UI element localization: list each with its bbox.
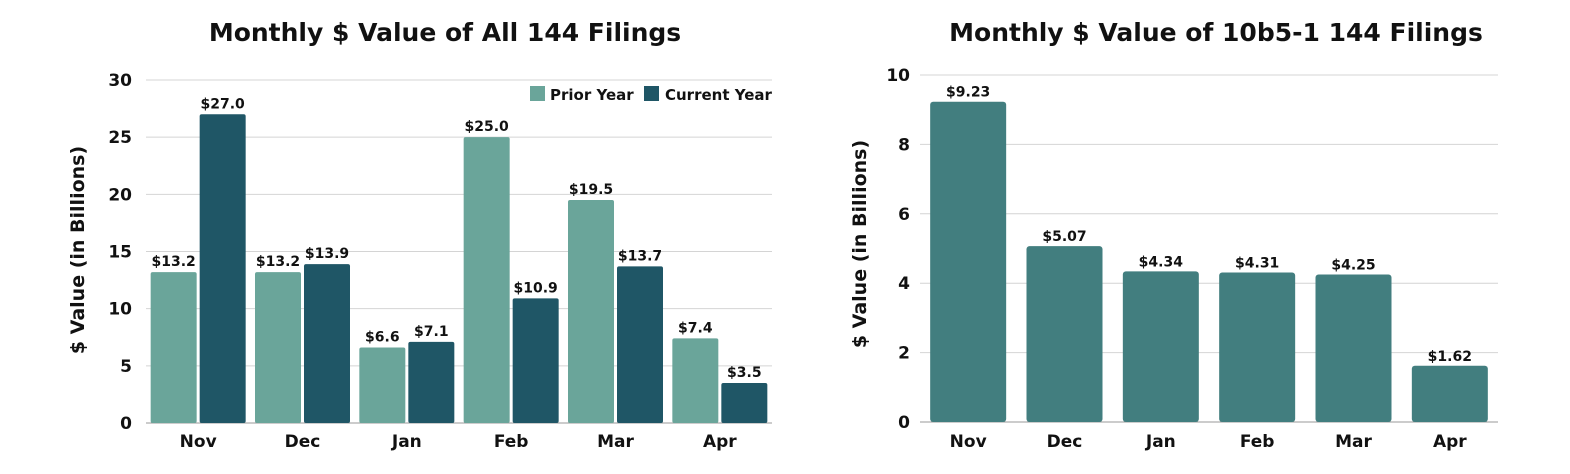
chart-1-data-label: $13.2 xyxy=(256,254,300,270)
chart-1-data-label: $13.7 xyxy=(618,248,662,264)
chart-2-y-axis-label: $ Value (in Billions) xyxy=(849,140,871,348)
chart-1-x-tick-label: Apr xyxy=(703,432,737,452)
chart-2-data-label: $4.31 xyxy=(1235,255,1279,271)
chart-1-data-label: $19.5 xyxy=(569,182,613,198)
chart-2-plot: 0 2 4 6 8 10 $9.23 Nov $5.07 Dec $4.34 Jan $4.31 Feb $… xyxy=(886,66,1498,452)
chart-1-bar-current-year xyxy=(617,266,663,423)
legend-swatch-current-year xyxy=(644,86,659,101)
chart-1-legend: Prior Year Current Year xyxy=(530,86,773,104)
legend-swatch-prior-year xyxy=(530,86,545,101)
chart-2-bar xyxy=(1026,246,1103,422)
chart-1-x-tick-label: Nov xyxy=(180,432,217,452)
chart-1-y-axis-label: $ Value (in Billions) xyxy=(67,146,89,354)
chart-1-data-label: $6.6 xyxy=(365,330,400,346)
chart-2-data-label: $9.23 xyxy=(946,85,990,101)
chart-1-data-label: $7.1 xyxy=(414,324,449,340)
chart-1-bar-prior-year xyxy=(672,338,719,423)
legend-label-prior-year: Prior Year xyxy=(550,86,634,104)
chart-2-bar xyxy=(1411,365,1488,422)
chart-2-x-tick-label: Nov xyxy=(950,432,987,452)
chart-1-y-tick-label: 30 xyxy=(108,71,132,91)
chart-1-bar-prior-year xyxy=(255,272,301,423)
chart-1-data-label: $27.0 xyxy=(201,96,246,112)
chart-2-y-tick-label: 10 xyxy=(886,66,910,86)
chart-1-x-tick-label: Dec xyxy=(285,432,321,452)
chart-1-title: Monthly $ Value of All 144 Filings xyxy=(209,18,681,47)
chart-2-data-label: $5.07 xyxy=(1042,229,1086,245)
chart-1-x-tick-label: Mar xyxy=(597,432,634,452)
chart-2-title: Monthly $ Value of 10b5-1 144 Filings xyxy=(949,18,1483,47)
chart-1-y-tick-label: 20 xyxy=(108,185,132,205)
chart-2-x-tick-label: Jan xyxy=(1145,432,1176,452)
chart-1-bar-current-year xyxy=(512,298,559,423)
chart-1-bar-current-year xyxy=(721,382,768,423)
chart-1-bar-prior-year xyxy=(463,137,510,423)
chart-2-data-label: $4.34 xyxy=(1139,254,1184,270)
legend-label-current-year: Current Year xyxy=(665,86,773,104)
chart-2-y-tick-label: 6 xyxy=(898,205,910,225)
chart-2-x-tick-label: Mar xyxy=(1335,432,1372,452)
chart-2-y-tick-label: 2 xyxy=(898,344,910,364)
chart-1-bar-current-year xyxy=(304,264,350,423)
chart-1-data-label: $7.4 xyxy=(678,320,713,336)
chart-2-x-tick-label: Apr xyxy=(1433,432,1467,452)
chart-2-data-label: $1.62 xyxy=(1428,349,1472,365)
chart-1-y-tick-label: 10 xyxy=(108,300,132,320)
chart-1-bar-prior-year xyxy=(568,200,614,423)
chart-1-bar-current-year xyxy=(408,341,455,423)
chart-1-data-label: $10.9 xyxy=(514,280,558,296)
chart-1-data-label: $3.5 xyxy=(727,365,762,381)
chart-1-data-label: $13.9 xyxy=(305,246,349,262)
chart-2-y-tick-label: 0 xyxy=(898,413,910,433)
chart-1-data-label: $13.2 xyxy=(152,254,196,270)
chart-1-y-tick-label: 0 xyxy=(120,414,132,434)
chart-2-bar xyxy=(930,101,1007,423)
chart-2-bar xyxy=(1315,274,1392,422)
chart-1-bar-prior-year xyxy=(150,272,197,423)
chart-2-x-tick-label: Feb xyxy=(1240,432,1275,452)
chart-2-y-tick-label: 8 xyxy=(898,135,910,155)
chart-2-bar xyxy=(1122,271,1199,422)
chart-1-data-label: $25.0 xyxy=(465,119,510,135)
chart-2-data-label: $4.25 xyxy=(1331,258,1375,274)
chart-2-bar xyxy=(1219,272,1296,422)
chart-2-x-tick-label: Dec xyxy=(1047,432,1083,452)
chart-2-y-tick-label: 4 xyxy=(898,274,910,294)
chart-1-x-tick-label: Feb xyxy=(494,432,529,452)
chart-1-bar-prior-year xyxy=(359,347,406,423)
chart-1-x-tick-label: Jan xyxy=(391,432,422,452)
chart-1-bar-current-year xyxy=(199,114,246,424)
chart-1-y-tick-label: 15 xyxy=(108,243,132,263)
chart-1-plot: 0 5 10 15 20 25 30 $13.2 $27.0 Nov $13.2 $13.9 Dec $6… xyxy=(108,71,772,452)
chart-1-y-tick-label: 25 xyxy=(108,128,132,148)
chart-1-y-tick-label: 5 xyxy=(120,357,132,377)
